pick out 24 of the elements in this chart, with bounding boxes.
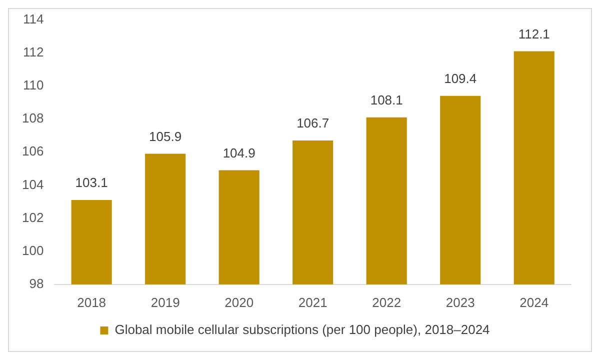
x-tick-label: 2023 <box>446 294 475 310</box>
y-tick-label: 114 <box>22 11 44 26</box>
x-tick-label: 2019 <box>150 294 180 310</box>
data-label: 103.1 <box>75 175 108 190</box>
x-tick-label: 2021 <box>298 294 328 310</box>
y-tick-label: 108 <box>22 110 44 126</box>
data-label: 112.1 <box>518 26 550 42</box>
data-label: 108.1 <box>370 92 403 108</box>
data-label: 109.4 <box>444 70 477 86</box>
x-tick-label: 2022 <box>372 294 402 310</box>
data-label: 105.9 <box>149 128 182 144</box>
x-tick-label: 2024 <box>520 294 549 310</box>
y-tick-label: 98 <box>29 276 44 291</box>
y-tick-label: 104 <box>22 176 44 192</box>
data-label: 106.7 <box>296 116 330 131</box>
y-tick-label: 110 <box>22 78 44 93</box>
legend-label: Global mobile cellular subscriptions (per 100 people), 2018–2024 <box>114 322 490 338</box>
y-tick-label: 112 <box>22 44 44 60</box>
x-tick-label: 2018 <box>77 294 106 310</box>
y-tick-label: 100 <box>22 242 44 258</box>
data-label: 104.9 <box>222 145 256 160</box>
x-tick-label: 2020 <box>224 294 254 310</box>
y-tick-label: 106 <box>22 144 44 159</box>
y-tick-label: 102 <box>22 210 44 225</box>
